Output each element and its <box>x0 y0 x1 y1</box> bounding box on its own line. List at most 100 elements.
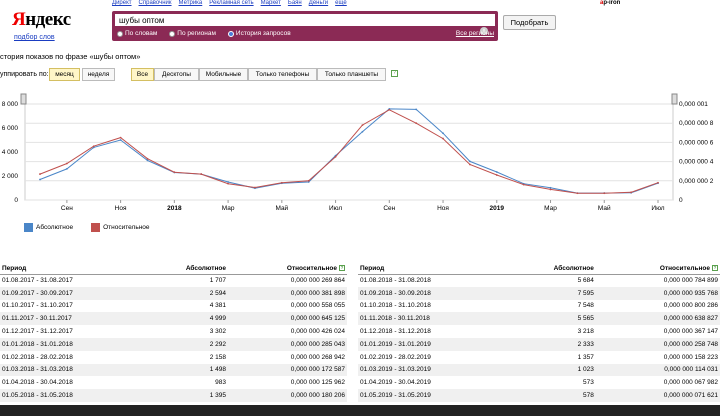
data-point[interactable] <box>92 145 95 148</box>
data-point[interactable] <box>119 136 122 139</box>
logo-subtitle-link[interactable]: подбор слов <box>14 34 55 41</box>
data-point[interactable] <box>388 108 391 111</box>
radio-label: По словам <box>125 30 158 37</box>
y-right-tick-label: 0,000 000 2 <box>679 178 714 185</box>
help-icon[interactable]: ? <box>339 265 345 272</box>
data-point[interactable] <box>603 192 606 195</box>
all-regions-link[interactable]: Все регионы <box>455 30 494 37</box>
data-point[interactable] <box>469 160 471 163</box>
col-period[interactable]: Период <box>0 263 144 275</box>
x-tick-label: Мар <box>544 205 557 212</box>
col-absolute[interactable]: Абсолютное <box>143 263 228 275</box>
cell-absolute: 573 <box>583 379 594 387</box>
cell-period: 01.03.2018 - 31.03.2018 <box>0 363 144 377</box>
cell-absolute: 7 548 <box>577 302 594 310</box>
legend-item-absolute[interactable]: Абсолютное <box>24 223 73 232</box>
topnav-link[interactable]: Рекламная сеть <box>209 0 254 6</box>
data-point[interactable] <box>334 155 337 158</box>
device-phones-button[interactable]: Только телефоны <box>248 68 317 81</box>
yandex-logo[interactable]: Яндекс <box>12 9 71 31</box>
data-point[interactable] <box>65 162 68 165</box>
cell-relative: 0,000 000 114 031 <box>595 363 720 377</box>
data-point[interactable] <box>361 130 364 133</box>
data-point[interactable] <box>227 181 229 183</box>
topnav-link[interactable]: Маркет <box>260 0 281 6</box>
data-point[interactable] <box>495 174 498 176</box>
radio-button-icon[interactable] <box>227 30 234 37</box>
data-point[interactable] <box>227 182 229 185</box>
user-login-first-letter: a <box>600 0 604 6</box>
legend-item-relative[interactable]: Относительное <box>91 223 150 232</box>
cell-period: 01.09.2018 - 30.09.2018 <box>358 286 508 300</box>
table-row: 01.01.2018 - 31.01.2018 2 292 0,000 000 28… <box>0 337 347 351</box>
cell-relative: 0,000 000 800 286 <box>663 302 718 310</box>
col-period[interactable]: Период <box>358 263 508 275</box>
help-icon[interactable]: ? <box>712 265 718 272</box>
search-panel: × По словам По регионам История запросов В… <box>112 11 498 41</box>
data-point[interactable] <box>307 179 310 182</box>
range-handle-left[interactable] <box>20 93 27 105</box>
device-desktop-button[interactable]: Десктопы <box>154 68 199 81</box>
cell-relative: 0,000 000 381 898 <box>228 286 347 300</box>
topnav-link[interactable]: Директ <box>112 0 132 6</box>
col-relative[interactable]: Относительное? <box>595 263 720 275</box>
data-point[interactable] <box>119 139 122 141</box>
table-row: 01.04.2018 - 30.04.2018 983 0,000 000 125 … <box>0 376 347 389</box>
search-mode-radio[interactable]: По словам <box>117 30 157 37</box>
topnav-link[interactable]: Баян <box>287 0 302 6</box>
search-button[interactable]: Подобрать <box>503 15 556 30</box>
data-point[interactable] <box>469 163 471 166</box>
cell-period: 01.03.2019 - 31.03.2019 <box>358 363 508 377</box>
data-point[interactable] <box>65 167 68 170</box>
data-point[interactable] <box>549 186 552 189</box>
table-row: 01.05.2019 - 31.05.2019 578 0,000 000 071 … <box>358 389 720 402</box>
y-right-tick-label: 0 <box>679 197 683 204</box>
topnav-link[interactable]: ещё <box>335 0 347 6</box>
cell-relative: 0,000 000 268 942 <box>290 353 345 361</box>
search-mode-radio[interactable]: По регионам <box>169 30 216 37</box>
topnav-link[interactable]: Справочник <box>138 0 172 6</box>
data-point[interactable] <box>657 181 659 184</box>
period-week-button[interactable]: неделя <box>82 68 115 81</box>
clear-icon[interactable]: × <box>480 27 488 35</box>
data-point[interactable] <box>442 132 444 135</box>
data-point[interactable] <box>415 108 418 111</box>
data-point[interactable] <box>522 183 525 186</box>
topnav-link[interactable]: Метрика <box>178 0 203 6</box>
topnav-link[interactable]: Деньги <box>308 0 329 6</box>
data-point[interactable] <box>442 137 444 140</box>
radio-button-icon[interactable] <box>169 30 176 37</box>
data-point[interactable] <box>630 191 633 194</box>
data-point[interactable] <box>415 122 418 125</box>
data-point[interactable] <box>39 178 41 181</box>
search-input[interactable] <box>115 14 495 26</box>
device-all-button[interactable]: Все <box>131 68 154 81</box>
col-relative[interactable]: Относительное? <box>228 263 347 275</box>
col-absolute[interactable]: Абсолютное <box>507 263 596 275</box>
data-point[interactable] <box>173 171 176 174</box>
x-tick-label: 2018 <box>167 205 182 212</box>
page-title: стория показов по фразе «шубы оптом» <box>0 52 141 61</box>
data-point[interactable] <box>280 181 283 184</box>
data-point[interactable] <box>200 173 203 175</box>
period-month-button[interactable]: месяц <box>49 68 80 81</box>
data-point[interactable] <box>254 186 256 189</box>
data-point[interactable] <box>39 173 41 175</box>
cell-absolute: 578 <box>507 389 596 402</box>
cell-absolute: 1 357 <box>577 353 594 361</box>
device-mobile-button[interactable]: Мобильные <box>199 68 248 81</box>
search-mode-radio[interactable]: История запросов <box>227 30 291 37</box>
cell-absolute: 1 395 <box>143 389 228 402</box>
data-point[interactable] <box>146 159 149 162</box>
radio-button-icon[interactable] <box>117 30 123 37</box>
data-point[interactable] <box>146 157 149 160</box>
user-login[interactable]: ap-iron <box>600 0 620 6</box>
help-icon[interactable]: ? <box>391 70 398 77</box>
range-handle-right[interactable] <box>671 93 678 105</box>
data-point[interactable] <box>361 124 364 127</box>
data-point[interactable] <box>549 188 552 191</box>
data-point[interactable] <box>495 171 498 173</box>
device-tablets-button[interactable]: Только планшеты <box>317 68 386 81</box>
data-point[interactable] <box>576 192 579 195</box>
col-relative-label: Относительное <box>286 264 337 272</box>
